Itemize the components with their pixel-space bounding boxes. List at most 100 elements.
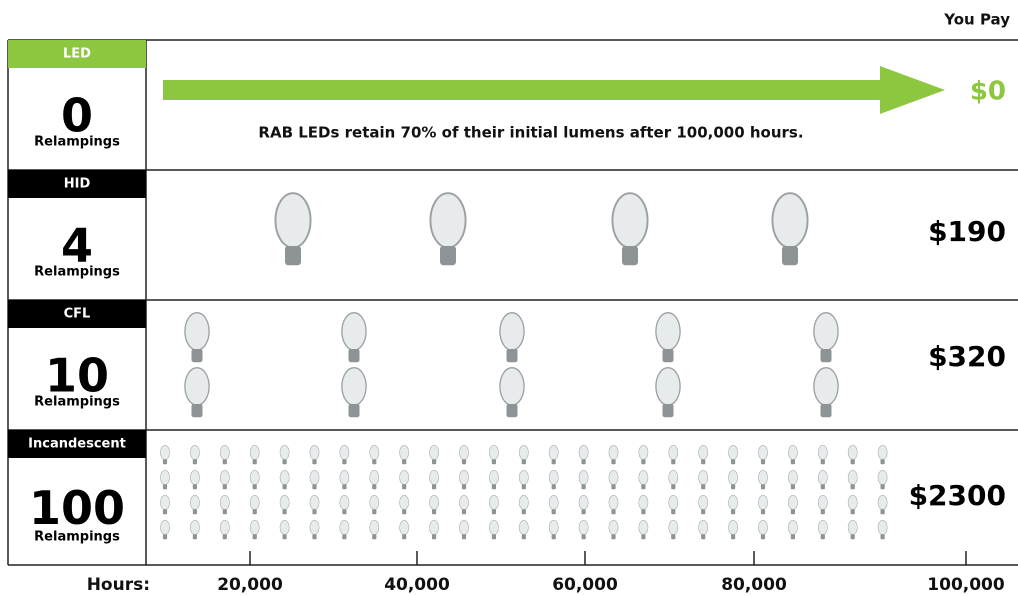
bulb-icon — [459, 520, 468, 539]
bulb-glass — [579, 495, 588, 509]
bulb-base — [821, 459, 825, 464]
bulb-base — [881, 484, 885, 489]
bulb-icon — [190, 445, 199, 464]
bulb-base — [462, 509, 466, 514]
bulb-base — [791, 459, 795, 464]
bulb-icon — [310, 445, 319, 464]
bulb-base — [582, 484, 586, 489]
bulb-icon — [519, 470, 528, 489]
bulb-glass — [609, 520, 618, 534]
bulb-icon — [160, 495, 169, 514]
bulb-base — [701, 534, 705, 539]
bulb-icon — [814, 368, 838, 418]
bulb-base — [192, 349, 203, 362]
bulb-glass — [250, 445, 259, 459]
bulb-glass — [342, 368, 366, 405]
bulb-icon — [370, 520, 379, 539]
bulb-glass — [459, 470, 468, 484]
bulb-base — [462, 484, 466, 489]
bulb-glass — [609, 495, 618, 509]
bulb-base — [671, 509, 675, 514]
tick-label: 40,000 — [384, 575, 450, 595]
bulb-glass — [612, 193, 647, 247]
bulb-glass — [814, 313, 838, 350]
bulb-glass — [669, 445, 678, 459]
bulb-base — [611, 534, 615, 539]
bulb-icon — [639, 445, 648, 464]
bulb-glass — [340, 495, 349, 509]
bulb-base — [349, 349, 360, 362]
tech-label: CFL — [64, 307, 91, 322]
bulb-glass — [370, 470, 379, 484]
bulb-base — [492, 534, 496, 539]
bulb-icon — [818, 470, 827, 489]
bulb-icon — [788, 520, 797, 539]
bulb-icon — [250, 445, 259, 464]
bulb-base — [552, 534, 556, 539]
bulb-icon — [788, 445, 797, 464]
bulb-icon — [609, 470, 618, 489]
bulb-icon — [878, 520, 887, 539]
bulb-icon — [500, 313, 524, 363]
bulb-icon — [340, 495, 349, 514]
bulb-glass — [656, 368, 680, 405]
page: You Pay RAB LEDs retain 70% of their ini… — [0, 0, 1018, 596]
bulb-base — [440, 246, 456, 265]
bulb-icon — [220, 495, 229, 514]
bulb-glass — [400, 520, 409, 534]
bulb-glass — [370, 445, 379, 459]
bulb-glass — [656, 313, 680, 350]
bulb-base — [402, 509, 406, 514]
bulb-icon — [310, 470, 319, 489]
bulb-base — [253, 459, 257, 464]
bulb-base — [342, 534, 346, 539]
bulb-glass — [669, 495, 678, 509]
bulb-icon — [370, 470, 379, 489]
bulb-glass — [639, 495, 648, 509]
bulb-icon — [609, 445, 618, 464]
bulb-base — [402, 534, 406, 539]
bulb-base — [701, 459, 705, 464]
bulb-glass — [699, 445, 708, 459]
bulb-base — [283, 484, 287, 489]
bulb-glass — [400, 445, 409, 459]
bulb-icon — [429, 520, 438, 539]
bulb-icon — [549, 445, 558, 464]
bulb-base — [731, 534, 735, 539]
bulb-icon — [430, 193, 465, 265]
bulb-glass — [342, 313, 366, 350]
bulb-icon — [758, 470, 767, 489]
bulb-base — [223, 484, 227, 489]
tech-label: Incandescent — [28, 437, 126, 452]
tick-label: 60,000 — [552, 575, 618, 595]
bulb-icon — [250, 495, 259, 514]
bulb-glass — [772, 193, 807, 247]
bulb-glass — [814, 368, 838, 405]
led-note: RAB LEDs retain 70% of their initial lum… — [258, 124, 803, 142]
bulb-base — [731, 484, 735, 489]
bulb-base — [821, 509, 825, 514]
bulb-icon — [370, 495, 379, 514]
bulb-icon — [489, 445, 498, 464]
bulb-glass — [190, 495, 199, 509]
bulb-glass — [400, 495, 409, 509]
bulb-base — [701, 484, 705, 489]
bulb-base — [552, 484, 556, 489]
bulb-base — [731, 459, 735, 464]
relamp-unit: Relampings — [34, 135, 120, 150]
bulb-icon — [609, 495, 618, 514]
bulb-icon — [758, 495, 767, 514]
bulb-base — [312, 484, 316, 489]
bulb-icon — [400, 470, 409, 489]
bulb-glass — [459, 520, 468, 534]
bulb-glass — [758, 520, 767, 534]
bulb-base — [761, 509, 765, 514]
bulb-icon — [160, 520, 169, 539]
bulb-icon — [220, 445, 229, 464]
bulb-base — [582, 459, 586, 464]
bulb-base — [671, 484, 675, 489]
bulb-glass — [500, 313, 524, 350]
bulb-glass — [429, 495, 438, 509]
bulb-base — [881, 534, 885, 539]
bulb-glass — [549, 445, 558, 459]
